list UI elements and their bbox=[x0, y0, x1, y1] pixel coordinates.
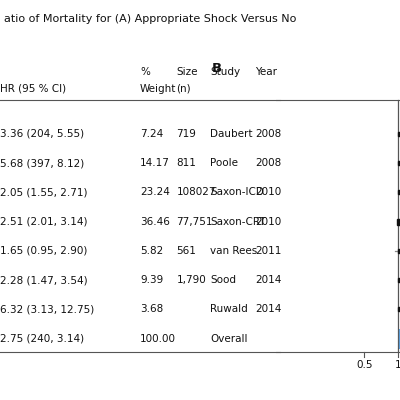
Text: 36.46: 36.46 bbox=[140, 217, 170, 227]
Text: 2.05 (1.55, 2.71): 2.05 (1.55, 2.71) bbox=[0, 188, 88, 198]
Text: 2.28 (1.47, 3.54): 2.28 (1.47, 3.54) bbox=[0, 275, 88, 285]
Text: Size: Size bbox=[176, 68, 198, 78]
Text: Poole: Poole bbox=[210, 158, 238, 168]
Text: Sood: Sood bbox=[210, 275, 236, 285]
Text: Year: Year bbox=[255, 68, 277, 78]
Text: 0.5: 0.5 bbox=[356, 360, 372, 370]
Text: 14.17: 14.17 bbox=[140, 158, 170, 168]
Text: 2014: 2014 bbox=[255, 275, 281, 285]
Text: Ruwald: Ruwald bbox=[210, 304, 248, 314]
Text: 1,790: 1,790 bbox=[176, 275, 206, 285]
Text: 2010: 2010 bbox=[255, 217, 281, 227]
Text: 6.32 (3.13, 12.75): 6.32 (3.13, 12.75) bbox=[0, 304, 94, 314]
Text: 1: 1 bbox=[394, 360, 400, 370]
Text: Saxon-CRT: Saxon-CRT bbox=[210, 217, 266, 227]
Text: 2.75 (240, 3.14): 2.75 (240, 3.14) bbox=[0, 334, 84, 344]
Text: 2011: 2011 bbox=[255, 246, 281, 256]
Text: Overall: Overall bbox=[210, 334, 248, 344]
Text: 23.24: 23.24 bbox=[140, 188, 170, 198]
Text: (n): (n) bbox=[176, 84, 191, 94]
Text: van Rees: van Rees bbox=[210, 246, 257, 256]
Text: %: % bbox=[140, 68, 150, 78]
Text: Saxon-ICD: Saxon-ICD bbox=[210, 188, 264, 198]
Text: B: B bbox=[212, 62, 222, 74]
Text: 811: 811 bbox=[176, 158, 196, 168]
Text: Study: Study bbox=[210, 68, 240, 78]
Text: 5.82: 5.82 bbox=[140, 246, 163, 256]
Text: 9.39: 9.39 bbox=[140, 275, 163, 285]
Text: 3.68: 3.68 bbox=[140, 304, 163, 314]
Text: Weight: Weight bbox=[140, 84, 176, 94]
Text: HR (95 % CI): HR (95 % CI) bbox=[0, 84, 66, 94]
Text: 2008: 2008 bbox=[255, 129, 281, 139]
Text: Daubert: Daubert bbox=[210, 129, 252, 139]
Text: 77,751: 77,751 bbox=[176, 217, 213, 227]
Text: 561: 561 bbox=[176, 246, 196, 256]
Text: 7.24: 7.24 bbox=[140, 129, 163, 139]
Text: 5.68 (397, 8.12): 5.68 (397, 8.12) bbox=[0, 158, 84, 168]
Text: 3.36 (204, 5.55): 3.36 (204, 5.55) bbox=[0, 129, 84, 139]
Text: 100.00: 100.00 bbox=[140, 334, 176, 344]
Text: 2.51 (2.01, 3.14): 2.51 (2.01, 3.14) bbox=[0, 217, 88, 227]
Text: 719: 719 bbox=[176, 129, 196, 139]
Text: 108027: 108027 bbox=[176, 188, 216, 198]
Text: atio of Mortality for (A) Appropriate Shock Versus No: atio of Mortality for (A) Appropriate Sh… bbox=[4, 14, 296, 24]
Text: 2008: 2008 bbox=[255, 158, 281, 168]
Text: 1.65 (0.95, 2.90): 1.65 (0.95, 2.90) bbox=[0, 246, 87, 256]
Text: 2014: 2014 bbox=[255, 304, 281, 314]
Text: 2010: 2010 bbox=[255, 188, 281, 198]
